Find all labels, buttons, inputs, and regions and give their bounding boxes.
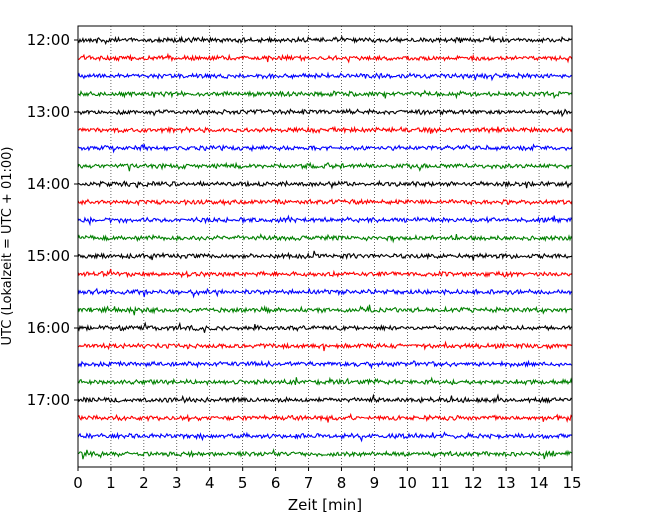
x-tick-label: 0 [73,474,83,492]
trace-line-1615 [77,340,573,352]
trace-line-1645 [77,376,573,387]
plot-frame [77,25,573,468]
trace-line-1545 [77,304,573,316]
x-tick-label: 3 [172,474,182,492]
y-tick-label: 15:00 [27,247,70,265]
y-tick-label: 14:00 [27,175,70,193]
trace-line-1500 [77,250,573,261]
trace-line-1430 [77,214,573,227]
y-tick-label: 17:00 [27,391,70,409]
x-tick-label: 7 [304,474,314,492]
trace-line-1315 [77,125,573,135]
x-tick-label: 13 [497,474,516,492]
x-tick-label: 8 [337,474,347,492]
trace-line-1245 [77,89,573,100]
trace-line-1415 [77,197,573,207]
trace-line-1600 [77,321,573,333]
x-axis: 0 1 2 3 4 5 6 7 8 9 10 11 12 13 14 15 [73,467,582,492]
trace-line-1630 [77,359,573,370]
trace-line-1730 [77,431,573,443]
x-tick-label: 15 [562,474,581,492]
x-tick-label: 6 [271,474,281,492]
trace-line-1445 [77,233,573,244]
y-tick-label: 16:00 [27,319,70,337]
y-tick-label: 13:00 [27,103,70,121]
x-tick-label: 1 [106,474,116,492]
x-axis-label: Zeit [min] [288,496,362,514]
trace-line-1530 [77,287,573,299]
y-tick-label: 12:00 [27,31,70,49]
trace-group [77,35,573,460]
x-tick-label: 10 [398,474,417,492]
x-tick-label: 11 [431,474,450,492]
trace-line-1400 [77,179,573,190]
x-tick-label: 4 [205,474,215,492]
x-tick-label: 9 [370,474,380,492]
trace-line-1230 [77,71,573,82]
y-axis-label: UTC (Lokalzeit = UTC + 01:00) [0,147,15,346]
trace-line-1745 [77,448,572,460]
trace-line-1300 [77,108,573,118]
trace-line-1700 [77,393,573,405]
trace-line-1515 [77,268,573,279]
trace-line-1345 [77,161,573,172]
x-tick-label: 14 [530,474,549,492]
trace-line-1200 [77,35,572,46]
x-tick-label: 2 [139,474,149,492]
x-tick-label: 12 [464,474,483,492]
trace-line-1330 [77,143,573,154]
trace-line-1715 [77,412,573,424]
x-tick-label: 5 [238,474,248,492]
trace-line-1215 [77,52,573,64]
y-axis: 12:00 13:00 14:00 15:00 16:00 17:00 [27,31,78,409]
